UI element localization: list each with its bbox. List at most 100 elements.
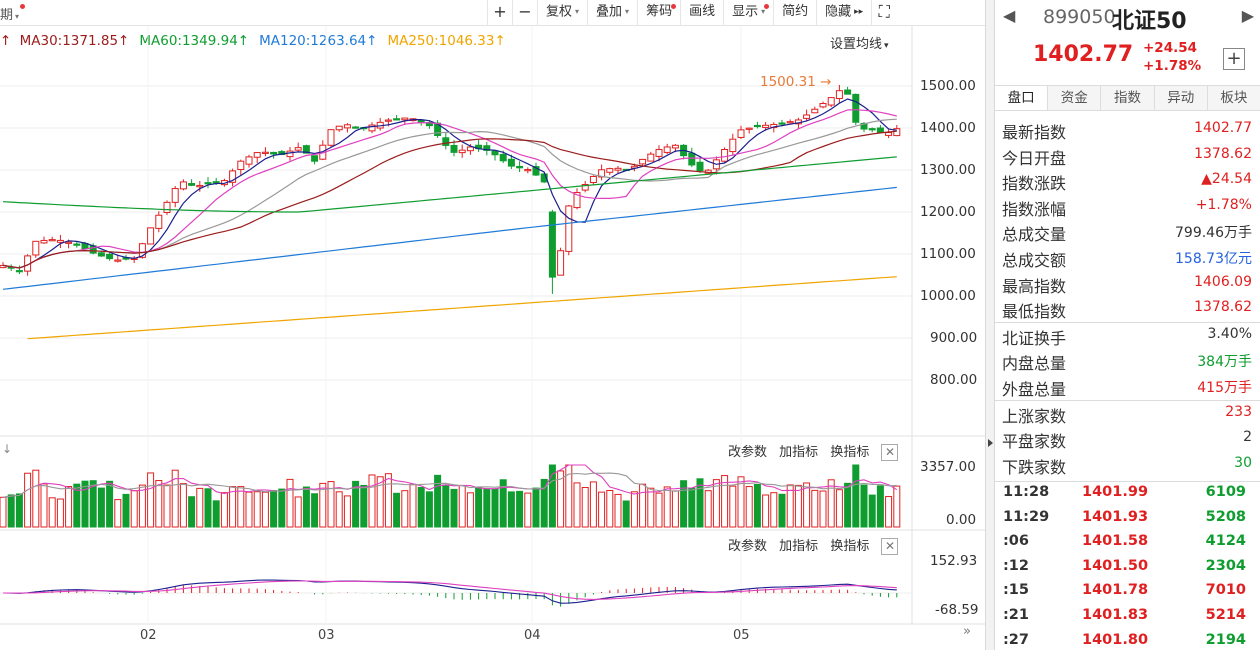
volume-switch-indicator[interactable]: 换指标 xyxy=(830,445,870,460)
draw-line-button[interactable]: 画线 xyxy=(680,0,723,26)
hide-button[interactable]: 隐藏 ▸▸ xyxy=(816,0,871,26)
candle-body xyxy=(827,97,835,106)
fullscreen-button[interactable]: ⛶ xyxy=(871,0,896,26)
date-label: 05 xyxy=(733,628,750,643)
volume-close-icon[interactable]: ✕ xyxy=(881,444,899,461)
price-axis-label: 1400.00 xyxy=(920,120,976,136)
volume-bar xyxy=(229,486,237,528)
panel-splitter[interactable] xyxy=(985,0,995,650)
candle-body xyxy=(745,127,753,130)
stat-key: 内盘总量 xyxy=(1002,354,1067,374)
volume-bar xyxy=(786,484,794,528)
volume-add-indicator[interactable]: 加指标 xyxy=(779,445,819,460)
tick-row: 11:28 1401.99 6109 xyxy=(995,482,1260,507)
stat-separator xyxy=(995,321,1260,323)
candle-body xyxy=(639,158,647,165)
candle-body xyxy=(565,205,573,252)
volume-bar xyxy=(204,488,212,528)
volume-bar xyxy=(507,491,515,528)
stat-row: 北证换手 3.40% xyxy=(995,323,1260,349)
volume-bar xyxy=(7,494,15,528)
candle-body xyxy=(655,149,663,157)
macd-axis-max: 152.93 xyxy=(930,553,978,569)
stat-number: 384 xyxy=(1197,354,1224,371)
candle-body xyxy=(671,144,679,149)
volume-bar xyxy=(434,474,442,528)
stat-unit: 亿元 xyxy=(1224,250,1252,267)
candle-body xyxy=(762,124,770,128)
stat-number: 1406.09 xyxy=(1194,273,1252,290)
quote-stats: 最新指数 1402.77 今日开盘 1378.62 指数涨跌 ▲24.54 指数涨幅 +1.7… xyxy=(995,117,1260,477)
quote-tab[interactable]: 异动 xyxy=(1153,86,1207,110)
candle-body xyxy=(786,121,794,124)
tick-time: 11:29 xyxy=(1003,508,1050,525)
candle-body xyxy=(155,214,163,229)
tick-price: 1401.50 xyxy=(1082,557,1149,574)
chips-button[interactable]: 筹码 xyxy=(637,0,680,26)
stat-key: 最新指数 xyxy=(1002,123,1067,142)
display-button[interactable]: 显示 ▾ xyxy=(723,0,773,26)
tick-row: :27 1401.80 2194 xyxy=(995,630,1260,650)
change-percent: +1.78% xyxy=(1143,58,1202,74)
candle-body xyxy=(778,122,786,125)
stat-value: 2 xyxy=(1243,429,1252,445)
index-code: 899050 xyxy=(1043,6,1116,28)
change-value: +24.54 xyxy=(1143,40,1198,56)
macd-edit-params[interactable]: 改参数 xyxy=(728,539,768,554)
volume-bar xyxy=(770,492,778,528)
volume-edit-params[interactable]: 改参数 xyxy=(728,445,768,460)
stat-key: 北证换手 xyxy=(1002,328,1067,348)
notify-dot-icon xyxy=(671,4,677,9)
volume-bar xyxy=(655,492,663,528)
stat-row: 最新指数 1402.77 xyxy=(995,117,1260,143)
date-label: 02 xyxy=(140,628,157,643)
add-watchlist-button[interactable]: + xyxy=(1223,48,1245,70)
candle-body xyxy=(811,108,819,114)
kline-chart[interactable] xyxy=(0,26,985,650)
volume-bar xyxy=(442,484,450,528)
stat-number: 30 xyxy=(1234,454,1252,471)
quote-tab[interactable]: 指数 xyxy=(1100,86,1154,110)
stat-number: 1402.77 xyxy=(1194,120,1252,136)
notify-dot-icon xyxy=(764,4,770,9)
volume-bar xyxy=(89,480,97,528)
volume-bar xyxy=(548,464,556,528)
stat-number: 158.73 xyxy=(1175,250,1224,267)
zoom-out-button[interactable]: − xyxy=(512,0,537,26)
volume-bar xyxy=(368,474,376,528)
volume-bar xyxy=(311,493,319,528)
prev-stock-icon[interactable]: ◀ xyxy=(1003,6,1016,25)
macd-close-icon[interactable]: ✕ xyxy=(881,538,899,555)
candle-body xyxy=(852,93,860,123)
next-stock-icon[interactable]: ▶ xyxy=(1241,6,1254,25)
expand-arrow-icon[interactable] xyxy=(988,439,993,447)
zoom-in-button[interactable]: + xyxy=(487,0,512,26)
tick-price: 1401.80 xyxy=(1082,631,1149,648)
period-selector[interactable]: 期 ▾ xyxy=(0,4,26,23)
candle-body xyxy=(261,151,269,154)
macd-switch-indicator[interactable]: 换指标 xyxy=(830,539,870,554)
ma-legend-item: MA30:1371.85↑ xyxy=(19,33,130,49)
volume-bar xyxy=(844,482,852,528)
adjust-button[interactable]: 复权 ▾ xyxy=(537,0,587,26)
macd-add-indicator[interactable]: 加指标 xyxy=(779,539,819,554)
quote-tab[interactable]: 板块 xyxy=(1206,86,1260,110)
scroll-right-icon[interactable]: » xyxy=(963,624,971,639)
tick-time: :27 xyxy=(1003,631,1029,648)
candle-body xyxy=(721,149,729,162)
volume-bar xyxy=(130,490,138,528)
panel-collapse-icon[interactable]: ↓ xyxy=(2,442,13,456)
tick-volume: 5214 xyxy=(1205,606,1246,623)
stat-key: 下跌家数 xyxy=(1002,457,1067,477)
simple-button[interactable]: 简约 xyxy=(773,0,816,26)
quote-tab[interactable]: 盘口 xyxy=(995,86,1048,110)
quote-tab[interactable]: 资金 xyxy=(1047,86,1101,110)
volume-bar xyxy=(450,488,458,528)
volume-bar xyxy=(647,487,655,528)
ma250-line xyxy=(27,276,897,340)
set-ma-button[interactable]: 设置均线 ▾ xyxy=(830,37,889,52)
volume-bar xyxy=(680,480,688,528)
volume-bar xyxy=(893,485,901,528)
overlay-button[interactable]: 叠加 ▾ xyxy=(587,0,637,26)
volume-bar xyxy=(97,487,105,528)
